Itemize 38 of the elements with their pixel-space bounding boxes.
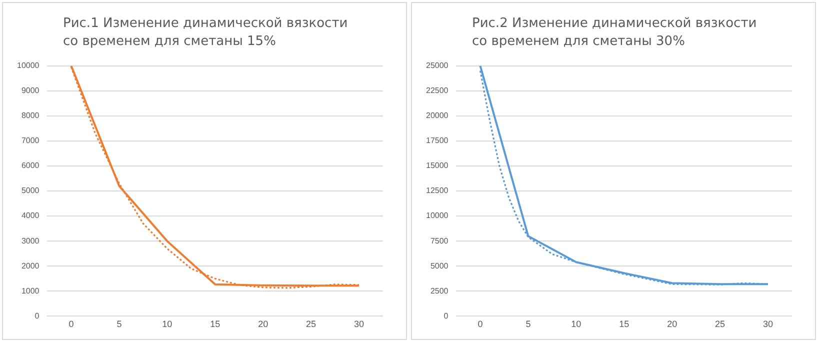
x-tick-label: 20 (667, 319, 678, 330)
y-tick-label: 15000 (426, 161, 449, 170)
y-tick-label: 5000 (430, 261, 449, 270)
x-tick-label: 20 (258, 319, 268, 330)
y-tick-label: 2500 (430, 286, 449, 296)
x-tick-label: 25 (306, 319, 316, 330)
y-tick-label: 22500 (426, 86, 449, 96)
y-tick-label: 0 (444, 311, 449, 320)
x-tick-label: 30 (763, 319, 774, 330)
x-tick-label: 0 (478, 319, 483, 330)
y-tick-label: 2000 (21, 261, 40, 270)
y-tick-label: 7000 (21, 136, 40, 146)
y-tick-label: 17500 (426, 136, 449, 146)
y-tick-label: 6000 (21, 161, 40, 170)
y-tick-label: 4000 (21, 211, 40, 220)
x-tick-label: 15 (210, 319, 220, 330)
y-tick-label: 0 (34, 311, 40, 320)
y-tick-label: 10000 (16, 61, 40, 70)
y-tick-label: 5000 (21, 186, 40, 196)
y-tick-label: 7500 (430, 236, 449, 246)
y-tick-label: 20000 (426, 111, 449, 120)
chart-title: Рис.2 Изменение динамической вязкости со временем для сметаны 30% (472, 15, 758, 51)
y-tick-label: 25000 (426, 61, 449, 70)
x-tick-label: 0 (68, 319, 74, 330)
x-tick-label: 30 (354, 319, 364, 330)
y-tick-label: 3000 (21, 236, 40, 246)
y-tick-label: 9000 (21, 86, 40, 96)
y-tick-label: 1000 (21, 286, 40, 296)
chart-title: Рис.1 Изменение динамической вязкости со временем для сметаны 15% (63, 15, 349, 51)
x-tick-label: 25 (715, 319, 726, 330)
x-tick-label: 5 (526, 319, 531, 330)
y-tick-label: 8000 (21, 111, 40, 120)
x-tick-label: 15 (619, 319, 630, 330)
x-tick-label: 5 (116, 319, 122, 330)
x-tick-label: 10 (571, 319, 582, 330)
y-tick-label: 10000 (426, 211, 449, 220)
x-tick-label: 10 (162, 319, 172, 330)
y-tick-label: 12500 (426, 186, 449, 196)
